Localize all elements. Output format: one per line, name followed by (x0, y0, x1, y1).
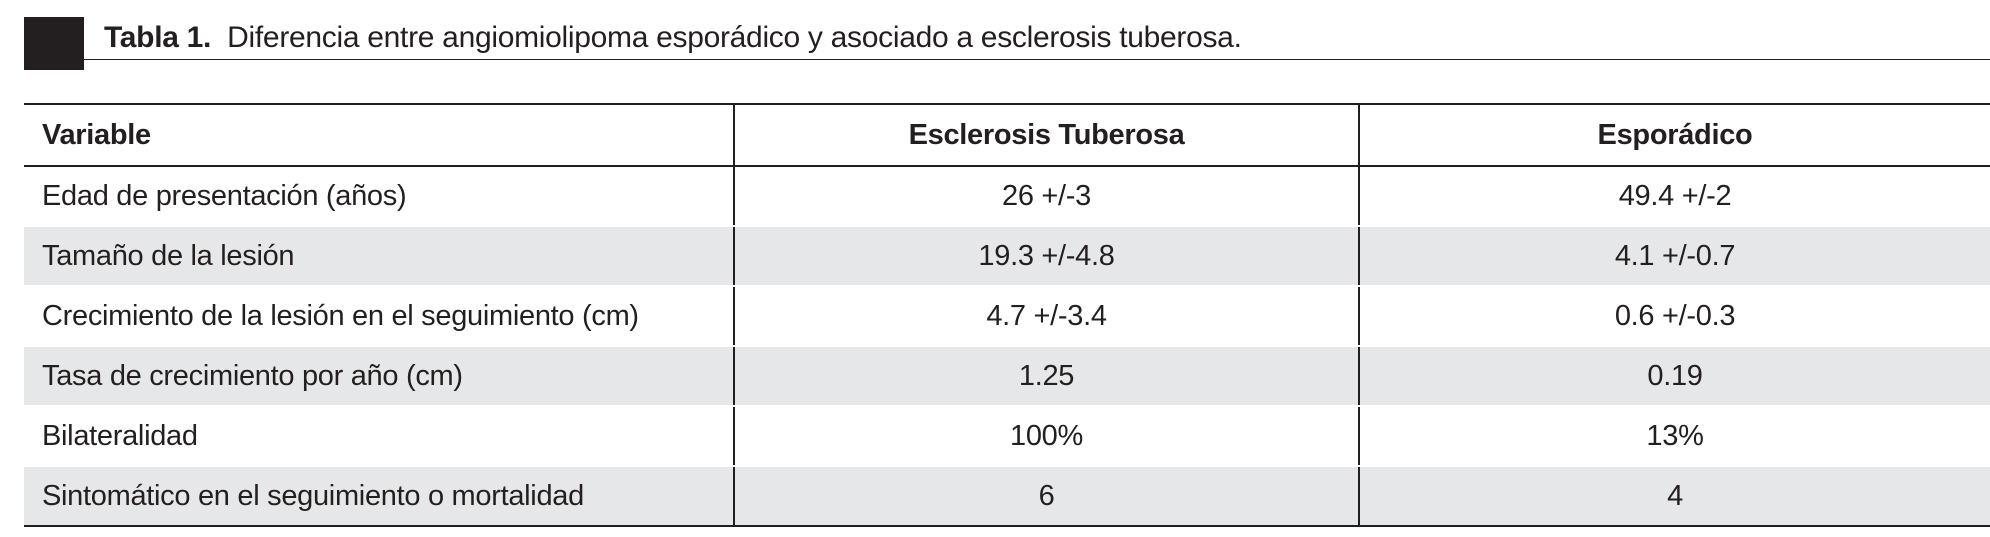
row-variable: Edad de presentación (años) (24, 165, 734, 227)
row-esclerosis-value: 19.3 +/-4.8 (733, 225, 1359, 287)
row-variable: Crecimiento de la lesión en el seguimien… (24, 285, 734, 347)
row-esclerosis-value: 100% (733, 405, 1359, 467)
table-row: Edad de presentación (años) 26 +/-3 49.4… (24, 165, 1990, 227)
row-esporadico-value: 0.6 +/-0.3 (1358, 285, 1990, 347)
header-esclerosis-tuberosa: Esclerosis Tuberosa (733, 103, 1359, 167)
row-variable: Bilateralidad (24, 405, 734, 467)
header-variable: Variable (24, 103, 734, 167)
row-esporadico-value: 4.1 +/-0.7 (1358, 225, 1990, 287)
table-row: Tamaño de la lesión 19.3 +/-4.8 4.1 +/-0… (24, 225, 1990, 287)
row-esporadico-value: 4 (1358, 465, 1990, 527)
row-esclerosis-value: 1.25 (733, 345, 1359, 407)
comparison-table: Variable Esclerosis Tuberosa Esporádico … (24, 103, 1990, 527)
caption-label: Tabla 1. (104, 21, 212, 54)
row-variable: Sintomático en el seguimiento o mortalid… (24, 465, 734, 527)
row-esporadico-value: 0.19 (1358, 345, 1990, 407)
row-variable: Tasa de crecimiento por año (cm) (24, 345, 734, 407)
row-esclerosis-value: 26 +/-3 (733, 165, 1359, 227)
caption-marker-block (24, 17, 84, 70)
table-row: Sintomático en el seguimiento o mortalid… (24, 465, 1990, 527)
table-row: Tasa de crecimiento por año (cm) 1.25 0.… (24, 345, 1990, 407)
row-esporadico-value: 13% (1358, 405, 1990, 467)
table-row: Bilateralidad 100% 13% (24, 405, 1990, 467)
table-caption: Tabla 1. Diferencia entre angiomiolipoma… (104, 18, 1242, 58)
caption-rule (84, 59, 1990, 60)
row-esclerosis-value: 4.7 +/-3.4 (733, 285, 1359, 347)
row-variable: Tamaño de la lesión (24, 225, 734, 287)
caption-title: Diferencia entre angiomiolipoma esporádi… (227, 21, 1242, 54)
table-row: Crecimiento de la lesión en el seguimien… (24, 285, 1990, 347)
row-esclerosis-value: 6 (733, 465, 1359, 527)
header-esporadico: Esporádico (1358, 103, 1990, 167)
table-header-row: Variable Esclerosis Tuberosa Esporádico (24, 103, 1990, 167)
row-esporadico-value: 49.4 +/-2 (1358, 165, 1990, 227)
